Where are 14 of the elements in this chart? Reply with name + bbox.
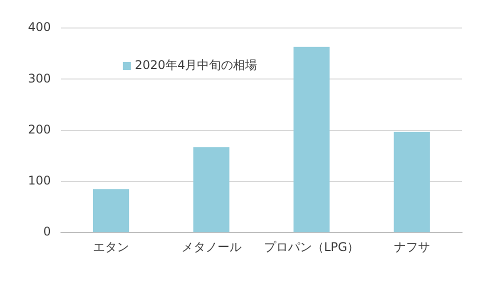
legend-label: 2020年4月中旬の相場: [134, 58, 258, 72]
x-tick-label: プロパン（LPG）: [264, 240, 360, 254]
y-tick-label: 300: [28, 71, 51, 86]
bar: [394, 132, 430, 232]
x-tick-label: エタン: [93, 240, 130, 254]
y-tick-label: 0: [43, 224, 51, 239]
y-tick-label: 400: [28, 20, 51, 34]
bar: [193, 147, 230, 232]
bar: [92, 189, 130, 232]
x-tick-label: メタノール: [181, 240, 242, 254]
bar: [294, 46, 330, 232]
y-tick-label: 200: [28, 122, 51, 136]
y-tick-label: 100: [28, 174, 51, 188]
x-tick-label: ナフサ: [394, 240, 430, 254]
